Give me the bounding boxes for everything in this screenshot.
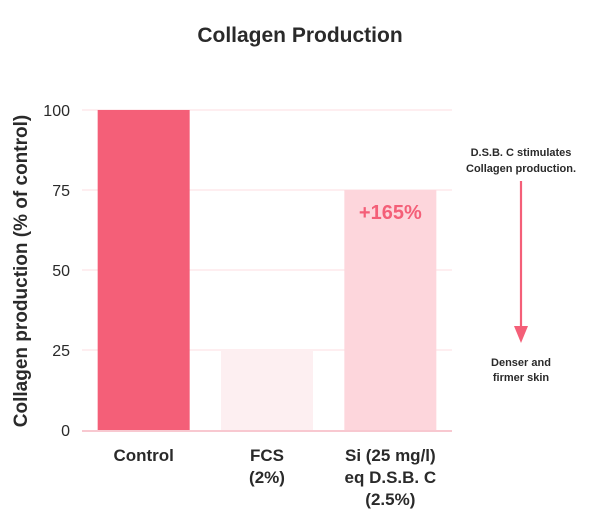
- category-labels: Control FCS (2%) Si (25 mg/l) eq D.S.B. C (2.…: [113, 446, 436, 509]
- bar: [344, 190, 437, 430]
- annotation-arrow-head: [514, 326, 528, 343]
- y-tick-label: 25: [52, 343, 70, 360]
- annotation-bottom-line-1: Denser and: [491, 357, 551, 369]
- category-label: FCS: [250, 446, 284, 465]
- y-tick-label: 0: [61, 423, 70, 440]
- data-label: +165%: [359, 202, 422, 224]
- bar: [97, 110, 190, 430]
- y-axis-label: Collagen production (% of control): [11, 115, 32, 427]
- category-label: (2.5%): [365, 490, 415, 509]
- data-labels: +165%: [359, 202, 422, 224]
- annotation-bottom-line-2: firmer skin: [493, 372, 550, 384]
- annotation-top-line-1: D.S.B. C stimulates: [471, 147, 572, 159]
- category-label: Control: [113, 446, 173, 465]
- annotation: D.S.B. C stimulates Collagen production.…: [466, 147, 576, 384]
- category-label: Si (25 mg/l): [345, 446, 436, 465]
- category-label: (2%): [249, 468, 285, 487]
- y-tick-labels: 0 25 50 75 100: [43, 103, 70, 440]
- category-label: eq D.S.B. C: [345, 468, 437, 487]
- annotation-top-line-2: Collagen production.: [466, 163, 576, 175]
- bar: [221, 350, 313, 430]
- y-tick-label: 75: [52, 183, 70, 200]
- bar-group: [97, 110, 437, 430]
- y-tick-label: 100: [43, 103, 70, 120]
- chart-title: Collagen Production: [197, 24, 402, 47]
- y-tick-label: 50: [52, 263, 70, 280]
